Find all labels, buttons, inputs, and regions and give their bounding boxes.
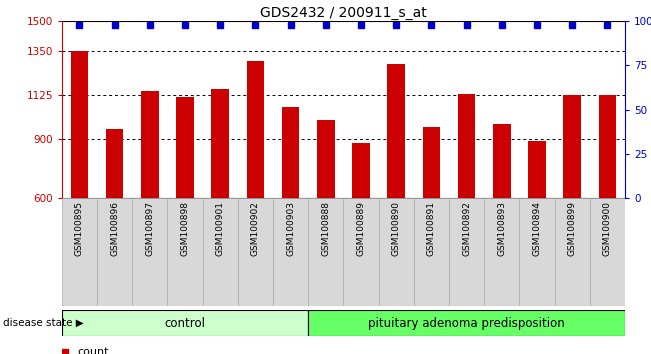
FancyBboxPatch shape xyxy=(273,198,308,306)
Bar xyxy=(493,124,510,198)
FancyBboxPatch shape xyxy=(238,198,273,306)
FancyBboxPatch shape xyxy=(449,198,484,306)
Bar xyxy=(71,51,89,198)
FancyBboxPatch shape xyxy=(167,198,202,306)
FancyBboxPatch shape xyxy=(62,198,97,306)
Text: GSM100889: GSM100889 xyxy=(357,201,365,257)
FancyBboxPatch shape xyxy=(414,198,449,306)
Bar xyxy=(282,107,299,198)
Text: GSM100899: GSM100899 xyxy=(568,201,577,257)
Text: disease state ▶: disease state ▶ xyxy=(3,318,84,328)
Text: count: count xyxy=(77,347,109,354)
FancyBboxPatch shape xyxy=(379,198,414,306)
FancyBboxPatch shape xyxy=(519,198,555,306)
Text: GSM100896: GSM100896 xyxy=(110,201,119,257)
Text: GSM100897: GSM100897 xyxy=(145,201,154,257)
Text: GSM100898: GSM100898 xyxy=(180,201,189,257)
Text: GSM100893: GSM100893 xyxy=(497,201,506,257)
Bar xyxy=(598,95,616,198)
Bar xyxy=(422,127,440,198)
Text: control: control xyxy=(165,316,206,330)
Title: GDS2432 / 200911_s_at: GDS2432 / 200911_s_at xyxy=(260,6,427,20)
Bar xyxy=(458,94,475,198)
FancyBboxPatch shape xyxy=(308,310,625,336)
FancyBboxPatch shape xyxy=(484,198,519,306)
Text: pituitary adenoma predisposition: pituitary adenoma predisposition xyxy=(368,316,565,330)
Text: GSM100901: GSM100901 xyxy=(215,201,225,257)
FancyBboxPatch shape xyxy=(308,198,343,306)
Text: GSM100892: GSM100892 xyxy=(462,201,471,256)
Text: GSM100891: GSM100891 xyxy=(427,201,436,257)
Bar xyxy=(106,130,124,198)
Text: GSM100888: GSM100888 xyxy=(322,201,330,257)
Bar xyxy=(212,89,229,198)
Bar xyxy=(563,95,581,198)
Bar xyxy=(352,143,370,198)
Text: GSM100895: GSM100895 xyxy=(75,201,84,257)
Bar xyxy=(247,61,264,198)
FancyBboxPatch shape xyxy=(343,198,379,306)
Text: GSM100894: GSM100894 xyxy=(533,201,542,256)
Bar xyxy=(317,120,335,198)
Bar xyxy=(141,91,159,198)
Text: GSM100902: GSM100902 xyxy=(251,201,260,256)
Bar xyxy=(176,97,194,198)
Bar xyxy=(528,141,546,198)
FancyBboxPatch shape xyxy=(62,310,308,336)
FancyBboxPatch shape xyxy=(590,198,625,306)
FancyBboxPatch shape xyxy=(202,198,238,306)
Text: GSM100903: GSM100903 xyxy=(286,201,295,257)
FancyBboxPatch shape xyxy=(97,198,132,306)
Text: GSM100890: GSM100890 xyxy=(392,201,401,257)
FancyBboxPatch shape xyxy=(132,198,167,306)
Text: GSM100900: GSM100900 xyxy=(603,201,612,257)
FancyBboxPatch shape xyxy=(555,198,590,306)
Bar xyxy=(387,63,405,198)
